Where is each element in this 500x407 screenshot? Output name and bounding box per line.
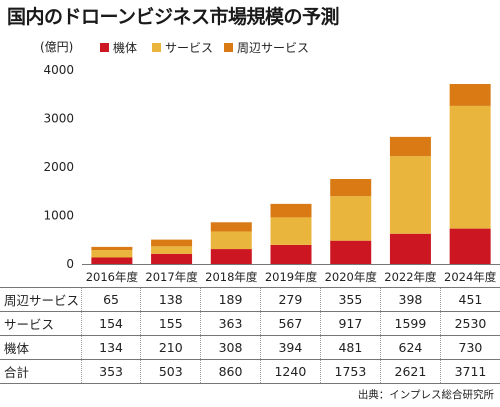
bar-segment — [210, 231, 252, 250]
x-tick-label: 2024年度 — [444, 270, 497, 284]
table-cell: 2530 — [439, 311, 500, 336]
x-tick-label: 2016年度 — [86, 270, 139, 284]
table-cell: 308 — [200, 335, 261, 360]
table-cell: 363 — [200, 311, 261, 336]
table-cell: 503 — [140, 359, 201, 384]
table-cell: 3711 — [439, 359, 500, 384]
table-row: 合計 353 503 860 1240 1753 2621 3711 — [0, 359, 500, 384]
table-cell: 1240 — [259, 359, 321, 384]
table-row: 機体 134 210 308 394 481 624 730 — [0, 335, 500, 360]
bar-segment — [330, 178, 372, 197]
table-cell: 154 — [80, 311, 141, 336]
y-axis-unit: (億円) — [40, 40, 73, 54]
row-label: 機体 — [0, 335, 82, 360]
y-tick-label: 3000 — [43, 112, 74, 126]
bar-segment — [210, 222, 252, 232]
bar-segment — [270, 244, 312, 264]
legend-label: 機体 — [113, 40, 137, 55]
bar-segment — [151, 246, 193, 254]
data-table: 周辺サービス 65 138 189 279 355 398 451 サービス 1… — [0, 287, 500, 384]
table-cell: 279 — [259, 287, 321, 312]
bar-segment — [389, 136, 431, 157]
legend-swatch — [224, 43, 233, 52]
x-tick-label: 2022年度 — [384, 270, 437, 284]
table-row: 周辺サービス 65 138 189 279 355 398 451 — [0, 287, 500, 312]
table-cell: 134 — [80, 335, 141, 360]
bar-segment — [151, 253, 193, 264]
table-cell: 210 — [140, 335, 201, 360]
source-note: 出典：インプレス総合研究所 — [357, 389, 494, 401]
bar-segment — [91, 257, 133, 264]
table-cell: 860 — [200, 359, 261, 384]
table-cell: 189 — [200, 287, 261, 312]
legend-swatch — [152, 43, 161, 52]
bar-segment — [330, 196, 372, 241]
table-cell: 355 — [319, 287, 381, 312]
bar-segment — [330, 240, 372, 264]
row-label: 周辺サービス — [0, 287, 82, 312]
x-tick-label: 2018年度 — [205, 270, 258, 284]
bar-chart: 0 1000 2000 3000 4000 (億円) 機体 サービス 周辺サービス 2016年度 2… — [40, 40, 500, 284]
bar-segment — [389, 233, 431, 264]
table-cell: 394 — [259, 335, 321, 360]
table-cell: 155 — [140, 311, 201, 336]
table-cell: 451 — [439, 287, 500, 312]
table-cell: 353 — [80, 359, 141, 384]
bar-segment — [449, 105, 491, 229]
legend-swatch — [100, 43, 109, 52]
y-tick-label: 0 — [66, 257, 74, 271]
y-tick-label: 4000 — [43, 63, 74, 77]
table-cell: 138 — [140, 287, 201, 312]
table-cell: 398 — [379, 287, 441, 312]
y-tick-label: 2000 — [43, 160, 74, 174]
x-tick-label: 2017年度 — [145, 270, 198, 284]
bar-segment — [151, 239, 193, 247]
legend-label: サービス — [165, 41, 213, 55]
table-cell: 1599 — [379, 311, 441, 336]
bar-segment — [270, 203, 312, 218]
table-cell: 65 — [80, 287, 141, 312]
y-tick-label: 1000 — [43, 209, 74, 223]
table-cell: 624 — [379, 335, 441, 360]
legend-label: 周辺サービス — [237, 41, 309, 55]
bar-segment — [270, 217, 312, 245]
table-cell: 730 — [439, 335, 500, 360]
bar-segment — [389, 156, 431, 234]
table-cell: 917 — [319, 311, 381, 336]
row-label: 合計 — [0, 359, 82, 384]
table-cell: 1753 — [319, 359, 381, 384]
x-tick-label: 2019年度 — [265, 270, 318, 284]
table-cell: 481 — [319, 335, 381, 360]
bar-segment — [91, 250, 133, 258]
chart-title: 国内のドローンビジネス市場規模の予測 — [7, 6, 340, 28]
bar-segment — [449, 228, 491, 264]
bar-segment — [449, 84, 491, 106]
row-label: サービス — [0, 311, 82, 336]
table-row: サービス 154 155 363 567 917 1599 2530 — [0, 311, 500, 336]
x-tick-label: 2020年度 — [325, 270, 378, 284]
table-cell: 2621 — [379, 359, 441, 384]
bar-segment — [91, 246, 133, 251]
bar-segment — [210, 249, 252, 264]
table-cell: 567 — [259, 311, 321, 336]
